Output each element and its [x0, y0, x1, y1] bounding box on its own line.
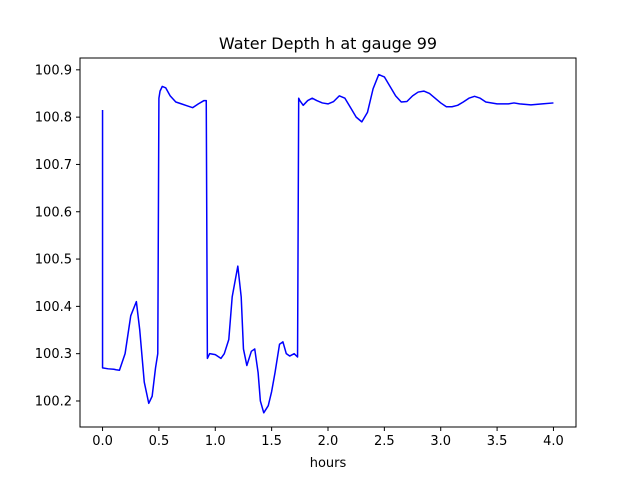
x-axis-label: hours: [310, 456, 347, 471]
y-tick-label: 100.7: [35, 158, 72, 173]
series-layer: [101, 73, 554, 414]
x-tick-label: 2.0: [318, 434, 339, 449]
chart-title: Water Depth h at gauge 99: [219, 34, 437, 53]
x-tick-label: 3.0: [430, 434, 451, 449]
x-tick-label: 0.5: [149, 434, 170, 449]
y-tick-label: 100.8: [35, 111, 72, 126]
y-tick-label: 100.6: [35, 205, 72, 220]
x-tick-label: 4.0: [543, 434, 564, 449]
y-tick-label: 100.4: [35, 300, 72, 315]
x-tick-label: 1.5: [261, 434, 282, 449]
series-line: [101, 73, 554, 414]
x-tick-label: 2.5: [374, 434, 395, 449]
x-tick-label: 3.5: [487, 434, 508, 449]
x-tick-label: 0.0: [92, 434, 113, 449]
plot-area: 0.0 0.5 1.0 1.5 2.0 2.5 3.0 3.5 4.0 100.2100.310…: [35, 57, 577, 449]
x-axis: 0.0 0.5 1.0 1.5 2.0 2.5 3.0 3.5 4.0: [92, 427, 564, 449]
y-tick-label: 100.5: [35, 253, 72, 268]
x-tick-label: 1.0: [205, 434, 226, 449]
y-tick-label: 100.9: [35, 63, 72, 78]
y-tick-label: 100.3: [35, 347, 72, 362]
y-axis: 100.2 100.3 100.4 100.5 100.6 100.7 100.8 100.9: [35, 63, 80, 409]
y-tick-label: 100.2: [35, 394, 72, 409]
